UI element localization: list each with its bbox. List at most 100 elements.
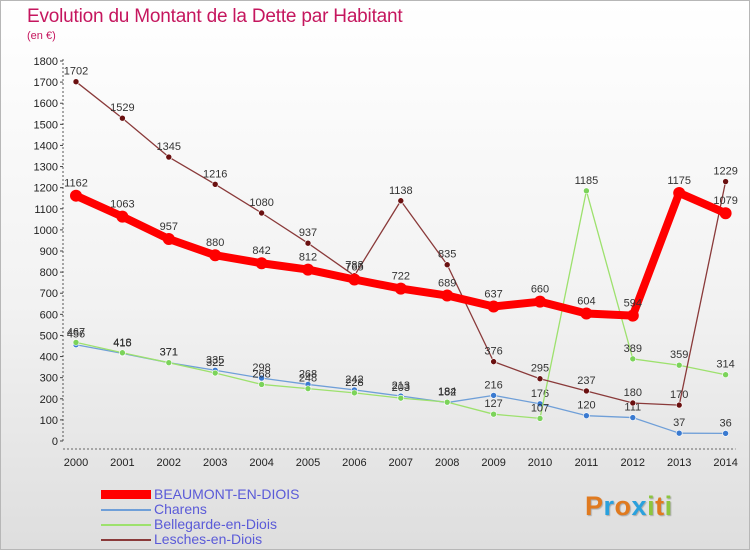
data-label: 170 (670, 389, 688, 401)
data-point (534, 295, 546, 308)
data-label: 298 (252, 362, 270, 374)
data-point (629, 414, 637, 421)
data-label: 359 (670, 349, 688, 361)
data-label: 36 (719, 417, 731, 429)
data-point (70, 189, 82, 202)
data-label: 371 (160, 347, 178, 359)
data-point (348, 273, 361, 286)
data-point (536, 375, 544, 383)
data-label: 335 (206, 354, 224, 366)
data-point (490, 358, 497, 365)
data-label: 371 (160, 347, 178, 359)
data-label: 1216 (203, 168, 227, 180)
data-label: 182 (438, 387, 456, 399)
legend-label: Bellegarde-en-Diois (154, 516, 277, 532)
data-label: 722 (392, 271, 410, 283)
data-label: 295 (531, 363, 549, 375)
y-tick-label: 600 (40, 309, 58, 321)
x-tick-label: 2013 (667, 457, 691, 469)
data-label: 268 (299, 368, 317, 380)
x-tick-label: 2006 (342, 457, 366, 469)
logo-letter: i (647, 491, 656, 521)
legend-item: Lesches-en-Diois (101, 531, 421, 547)
x-tick-label: 2009 (481, 457, 505, 469)
data-label: 228 (345, 377, 363, 389)
x-tick-label: 2000 (64, 457, 88, 469)
x-tick-label: 2008 (435, 457, 459, 469)
data-point (302, 263, 314, 276)
data-point (675, 361, 683, 369)
data-label: 1702 (64, 66, 88, 78)
y-tick-label: 0 (52, 436, 58, 448)
data-label: 415 (113, 337, 131, 349)
data-label: 842 (252, 245, 270, 257)
x-tick-label: 2004 (249, 457, 273, 469)
data-label: 937 (299, 227, 317, 239)
series-beaumont-en-diois: 1162 1063 957 880 842 812 765 722 689 637 660 604 59… (64, 175, 738, 322)
y-tick-label: 500 (40, 330, 58, 342)
data-point (72, 339, 80, 346)
data-point (580, 307, 593, 320)
data-label: 127 (484, 398, 502, 410)
data-point (719, 207, 732, 220)
data-point (443, 261, 451, 269)
data-point (119, 349, 126, 357)
data-point (397, 394, 405, 402)
data-label: 322 (206, 357, 224, 369)
data-label: 594 (624, 298, 642, 310)
logo-letter: t (655, 491, 665, 521)
data-label: 660 (531, 284, 549, 296)
data-point (397, 197, 405, 205)
logo-letter: o (614, 491, 632, 521)
data-point (72, 78, 80, 85)
data-point (722, 430, 729, 437)
data-point (583, 387, 590, 395)
legend-item: Bellegarde-en-Diois (101, 516, 421, 532)
data-point (490, 392, 497, 399)
y-tick-label: 1300 (34, 162, 58, 174)
data-label: 604 (577, 295, 595, 307)
legend-swatch (101, 539, 151, 541)
data-label: 1185 (575, 175, 599, 187)
data-point (258, 374, 265, 382)
data-point (351, 389, 358, 397)
data-label: 418 (113, 337, 131, 349)
data-label: 637 (484, 289, 502, 301)
data-point (629, 355, 637, 363)
legend-swatch (101, 524, 151, 526)
data-label: 213 (392, 380, 410, 392)
data-label: 689 (438, 278, 456, 290)
data-label: 120 (577, 400, 595, 412)
data-point (304, 385, 312, 392)
data-point (258, 209, 265, 217)
data-point (209, 249, 222, 262)
data-label: 783 (345, 260, 363, 272)
legend: BEAUMONT-EN-DIOIS Charens Bellegarde-en-Di… (101, 486, 421, 547)
y-tick-label: 1400 (34, 140, 58, 152)
data-point (722, 371, 729, 379)
y-tick-label: 1200 (34, 183, 58, 195)
data-label: 1175 (667, 175, 691, 187)
x-tick-label: 2003 (203, 457, 227, 469)
x-tick-label: 2011 (575, 457, 599, 469)
x-tick-label: 2007 (389, 457, 413, 469)
x-tick-label: 2002 (157, 457, 181, 469)
series-lesches-en-diois: 1702 1529 1345 1216 1080 937 783 1138 835 376 295 2… (64, 66, 738, 409)
data-label: 1080 (249, 197, 273, 209)
data-label: 1138 (389, 185, 413, 197)
y-tick-label: 800 (40, 267, 58, 279)
legend-swatch (101, 509, 151, 511)
data-label: 376 (484, 346, 502, 358)
y-tick-label: 700 (40, 288, 58, 300)
y-tick-label: 1100 (34, 204, 58, 216)
y-tick-label: 1800 (34, 56, 58, 68)
data-point (258, 381, 265, 388)
proxiti-logo: Proxiti (585, 491, 673, 522)
logo-letter: x (631, 491, 648, 521)
data-point (583, 412, 590, 419)
data-point (443, 398, 451, 406)
x-tick-label: 2014 (713, 457, 737, 469)
